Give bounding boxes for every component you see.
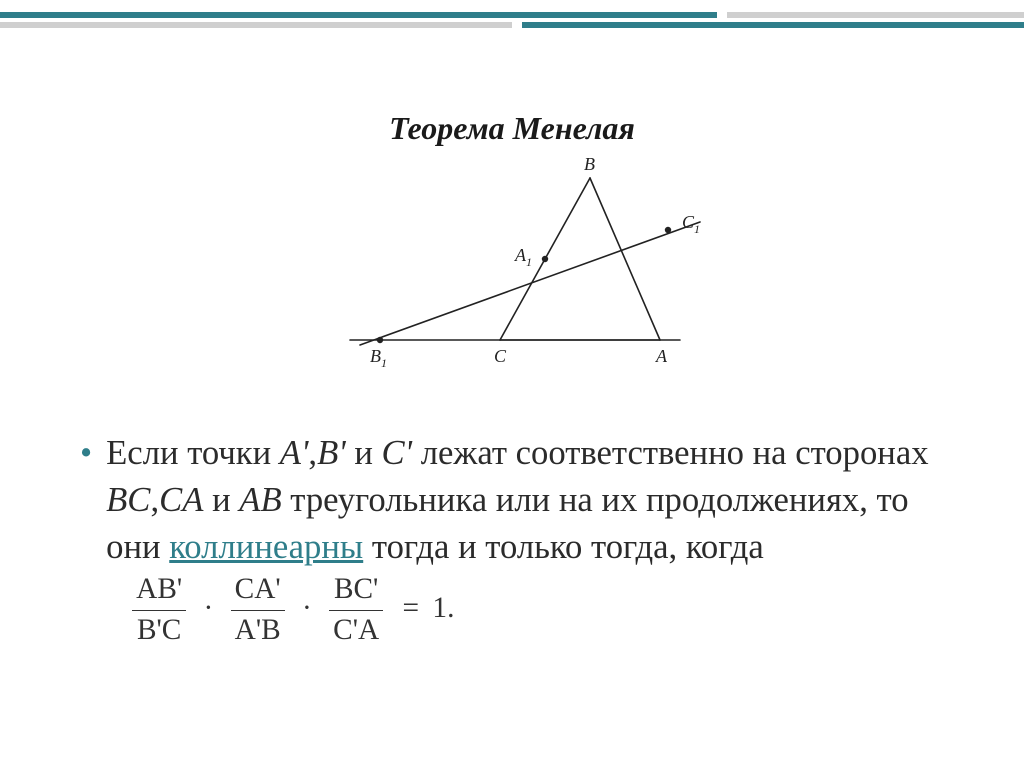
- frac-3: BC' C'A: [329, 570, 383, 650]
- decor-stripe-teal-2: [522, 22, 1024, 28]
- txt-Aprime: A': [280, 434, 309, 472]
- txt-and2: и: [203, 481, 239, 519]
- menelaus-formula: AB' B'C · CA' A'B · BC' C'A = 1.: [126, 570, 454, 650]
- txt-seg1: Если точки: [106, 434, 280, 472]
- svg-text:A1: A1: [514, 245, 532, 269]
- svg-text:A: A: [655, 346, 668, 366]
- frac-1-num: AB': [132, 570, 186, 611]
- frac-1: AB' B'C: [132, 570, 186, 650]
- frac-1-den: B'C: [132, 611, 186, 651]
- txt-CA: CA: [159, 481, 203, 519]
- menelaus-diagram: B A C B1 A1 C1: [340, 150, 740, 380]
- txt-and: и: [346, 434, 382, 472]
- svg-text:C1: C1: [682, 212, 700, 236]
- mult-dot-1: ·: [204, 592, 214, 624]
- bullet-icon: •: [80, 430, 92, 477]
- equals: =: [403, 592, 420, 624]
- txt-Bprime: B': [317, 434, 346, 472]
- txt-seg4: тогда и только тогда, когда: [363, 528, 764, 566]
- frac-3-den: C'A: [329, 611, 383, 651]
- collinear-link[interactable]: коллинеарны: [169, 528, 363, 566]
- decor-stripe-teal: [0, 12, 717, 18]
- theorem-title: Теорема Менелая: [0, 110, 1024, 147]
- txt-comma2: ,: [150, 481, 159, 519]
- frac-2-den: A'B: [231, 611, 285, 651]
- decor-stripe-gray-2: [0, 22, 512, 28]
- rhs: 1.: [432, 592, 454, 624]
- diagram-svg: B A C B1 A1 C1: [340, 150, 740, 380]
- frac-2: CA' A'B: [231, 570, 285, 650]
- txt-seg2: лежат соответственно на сторонах: [412, 434, 928, 472]
- txt-comma1: ,: [308, 434, 317, 472]
- slide: Теорема Менелая B A C B1 A1 C1 • Если точки A…: [0, 0, 1024, 767]
- txt-Cprime: C': [382, 434, 413, 472]
- svg-text:B1: B1: [370, 346, 387, 370]
- svg-text:C: C: [494, 346, 507, 366]
- frac-3-num: BC': [329, 570, 383, 611]
- mult-dot-2: ·: [302, 592, 312, 624]
- frac-2-num: CA': [231, 570, 285, 611]
- decor-stripe-gray: [727, 12, 1024, 18]
- theorem-statement: • Если точки A',B' и C' лежат соответств…: [80, 430, 960, 651]
- theorem-text: Если точки A',B' и C' лежат соответствен…: [106, 430, 960, 651]
- svg-text:B: B: [584, 154, 595, 174]
- txt-BC: BC: [106, 481, 150, 519]
- txt-AB: AB: [239, 481, 281, 519]
